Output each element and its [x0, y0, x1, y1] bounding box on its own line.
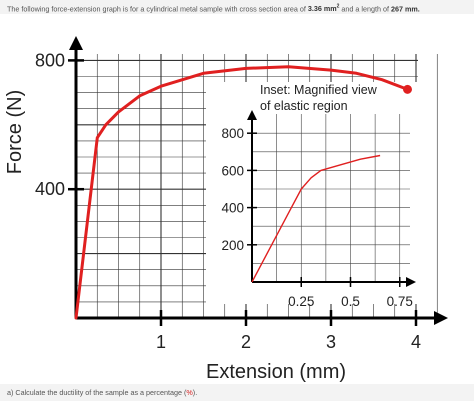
inset-y-tick-label: 200 [221, 238, 244, 253]
inset-x-tick-label: 0.75 [387, 294, 413, 309]
main-x-tick-label: 3 [326, 332, 336, 352]
area-value: 3.36 mm2 [307, 4, 340, 14]
inset-x-tick-label: 0.5 [341, 294, 360, 309]
inset-y-tick-label: 400 [221, 201, 244, 216]
main-y-axis-arrow [69, 36, 83, 50]
main-x-axis-label: Extension (mm) [206, 361, 346, 383]
part-a-unit: % [186, 388, 193, 397]
question-intro: The following force-extension graph is f… [7, 4, 469, 13]
main-y-axis-label: Force (N) [4, 90, 26, 174]
force-extension-chart: 1 2 3 4 400 800 0.25 0.5 0.75 200 400 600 800 Exten… [4, 36, 448, 383]
length-connector: and a length of [341, 4, 389, 14]
length-value: 267 mm. [390, 4, 420, 14]
part-a-suffix: ). [192, 388, 198, 397]
inset-y-tick-label: 600 [221, 163, 244, 178]
inset-panel-background [206, 82, 420, 304]
figure: 1 2 3 4 400 800 0.25 0.5 0.75 200 400 600 800 Exten… [0, 14, 474, 384]
inset-elastic-line [251, 154, 381, 283]
main-x-tick-label: 2 [241, 332, 251, 352]
main-x-axis-arrow [434, 311, 448, 325]
part-a-prefix: a) Calculate the ductility of the sample… [7, 388, 187, 397]
inset-y-axis-arrow [247, 110, 257, 120]
inset-title-line-1: Inset: Magnified view [260, 83, 378, 97]
main-y-tick-label: 800 [35, 50, 65, 70]
main-series-end-marker [403, 84, 412, 94]
inset-x-tick-label: 0.25 [288, 294, 314, 309]
main-force-extension-line [74, 65, 409, 320]
question-part-a: a) Calculate the ductility of the sample… [7, 388, 197, 397]
inset-title-line-2: of elastic region [260, 99, 348, 113]
inset-y-tick-label: 800 [221, 126, 244, 141]
inset-x-axis-arrow [406, 277, 416, 287]
question-intro-text: The following force-extension graph is f… [7, 4, 306, 14]
main-x-tick-label: 4 [411, 332, 421, 352]
main-x-tick-label: 1 [156, 332, 166, 352]
main-y-tick-label: 400 [35, 179, 65, 199]
